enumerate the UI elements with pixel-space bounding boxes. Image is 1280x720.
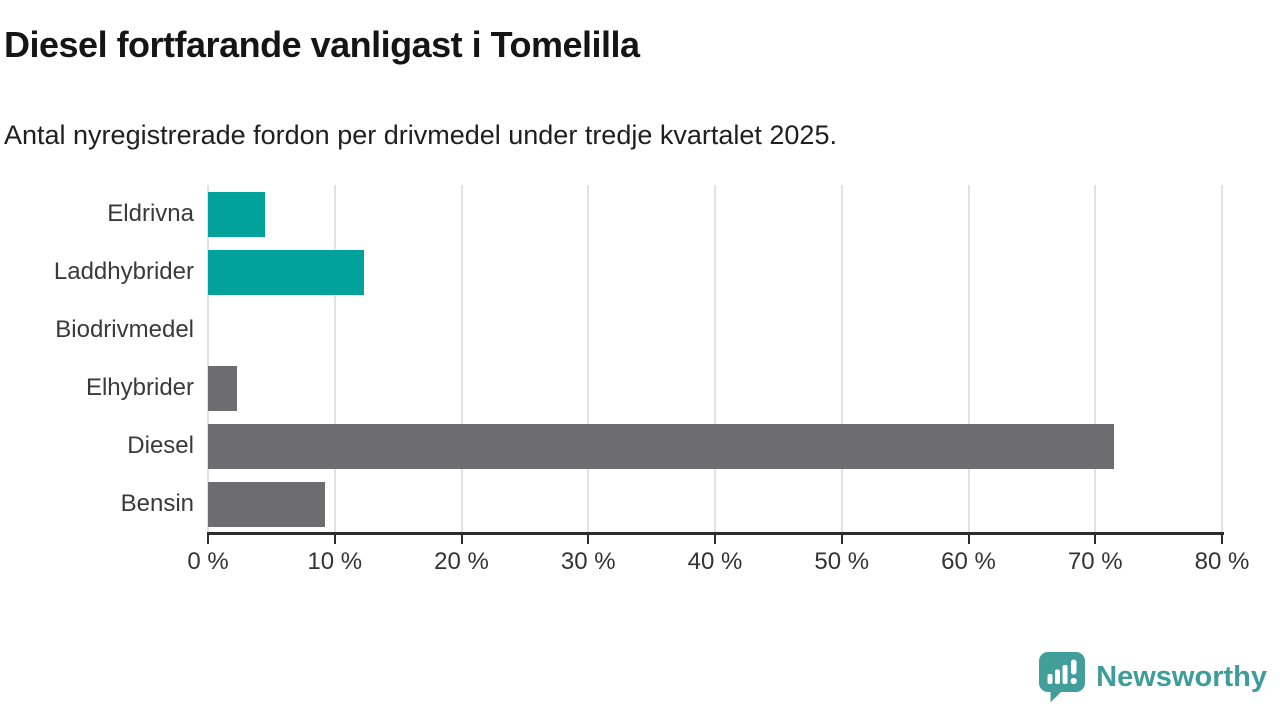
logo-bar-small: [1047, 674, 1053, 684]
gridline-80: [1221, 185, 1223, 533]
category-label-elhybrider: Elhybrider: [85, 374, 194, 401]
newsworthy-speech-bubble-chart-icon: [1039, 652, 1086, 702]
x-tick-label-20: 20 %: [434, 548, 489, 575]
bar-laddhybrider: [208, 249, 364, 295]
x-tick-50: [840, 535, 843, 544]
logo-exclamation-dot: [1070, 677, 1077, 685]
logo-bar-large: [1062, 665, 1068, 684]
x-tick-0: [207, 535, 209, 544]
bar-eldrivna: [208, 191, 266, 237]
gridline-20: [460, 185, 463, 533]
newsworthy-logo[interactable]: Newsworthy: [1037, 651, 1267, 703]
x-tick-label-60: 60 %: [941, 548, 996, 575]
logo-exclamation-bar: [1071, 659, 1077, 675]
x-tick-label-0: 0 %: [187, 548, 229, 575]
gridline-10: [333, 185, 336, 533]
x-tick-label-10: 10 %: [307, 548, 363, 575]
x-tick-60: [967, 535, 970, 544]
x-tick-label-40: 40 %: [687, 548, 743, 575]
bar-diesel: [208, 423, 1115, 469]
x-tick-30: [587, 535, 590, 544]
gridline-50: [840, 185, 843, 533]
bar-bensin: [208, 481, 325, 527]
x-tick-label-50: 50 %: [814, 548, 870, 575]
x-tick-label-70: 70 %: [1067, 548, 1123, 575]
x-tick-40: [714, 535, 716, 544]
x-tick-80: [1221, 535, 1223, 544]
x-tick-label-80: 80 %: [1194, 548, 1250, 575]
chart-title: Diesel fortfarande vanligast i Tomelilla: [4, 24, 640, 65]
plot-area: [207, 185, 1223, 533]
gridline-0: [207, 185, 209, 533]
bar-elhybrider: [208, 365, 238, 411]
gridline-70: [1094, 185, 1097, 533]
gridline-40: [714, 185, 716, 533]
gridline-30: [587, 185, 590, 533]
category-label-laddhybrider: Laddhybrider: [53, 258, 194, 285]
x-tick-label-30: 30 %: [560, 548, 616, 575]
chart-subtitle: Antal nyregistrerade fordon per drivmede…: [4, 120, 837, 150]
category-label-eldrivna: Eldrivna: [107, 200, 194, 227]
x-tick-20: [460, 535, 463, 544]
category-label-biodrivmedel: Biodrivmedel: [55, 316, 194, 343]
category-label-bensin: Bensin: [120, 490, 194, 517]
x-tick-70: [1094, 535, 1097, 544]
gridline-60: [967, 185, 970, 533]
category-label-diesel: Diesel: [127, 432, 194, 459]
logo-bar-medium: [1055, 669, 1061, 684]
x-tick-10: [333, 535, 336, 544]
newsworthy-wordmark: Newsworthy: [1096, 660, 1267, 693]
x-axis-line: [207, 532, 1224, 535]
